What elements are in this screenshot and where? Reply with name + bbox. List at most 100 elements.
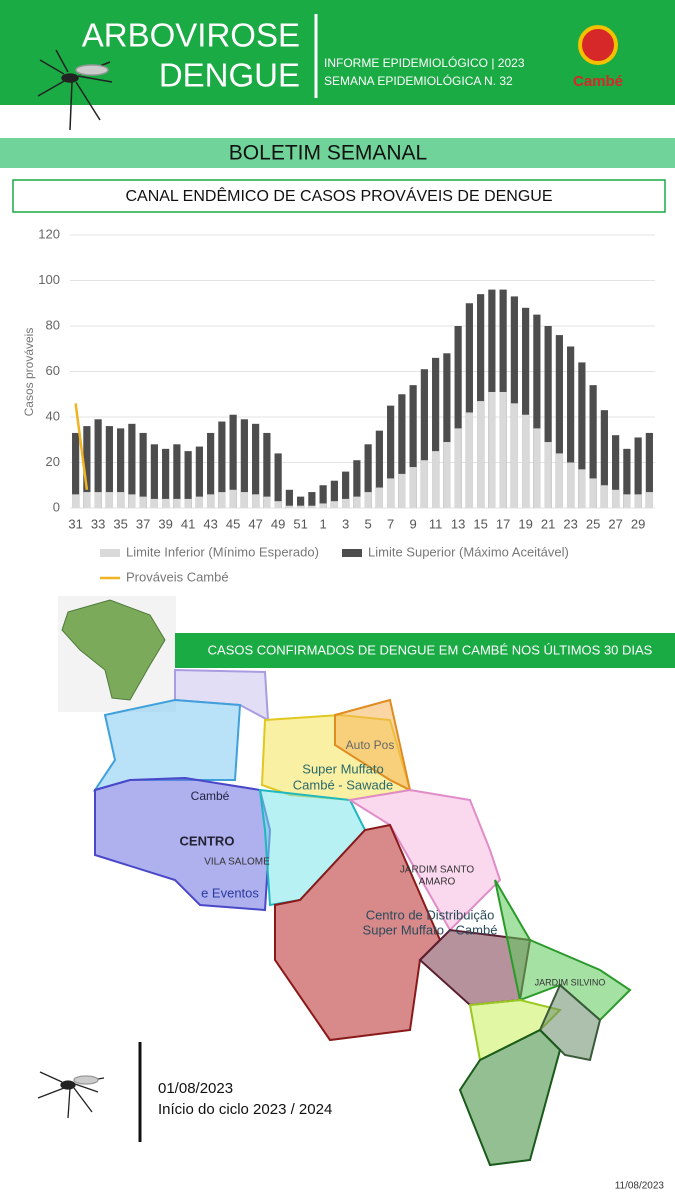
y-tick-label: 100	[38, 272, 60, 287]
x-tick-label: 17	[496, 516, 510, 531]
bar	[72, 432, 80, 508]
x-tick-label: 29	[631, 516, 645, 531]
line	[74, 403, 89, 490]
bar	[173, 498, 181, 508]
bar	[218, 492, 226, 508]
bar	[184, 451, 192, 508]
map-label: Cambé	[191, 789, 230, 803]
map-banner	[175, 633, 675, 668]
district	[458, 1028, 562, 1167]
bar	[263, 496, 271, 508]
bar	[387, 405, 395, 508]
district	[347, 788, 502, 932]
district	[334, 698, 412, 792]
bar	[162, 498, 170, 508]
map-label: e Eventos	[201, 885, 259, 900]
x-tick-label: 31	[68, 516, 82, 531]
x-tick-label: 7	[387, 516, 394, 531]
x-tick-label: 43	[203, 516, 217, 531]
info-line: INFORME EPIDEMIOLÓGICO | 2023	[324, 55, 525, 70]
district	[174, 668, 270, 722]
legend-label: Limite Inferior (Mínimo Esperado)	[126, 544, 319, 559]
footer-date: 01/08/2023	[158, 1080, 233, 1097]
bar	[274, 453, 282, 508]
bar	[454, 428, 462, 508]
bar	[645, 492, 653, 508]
x-tick-label: 33	[91, 516, 105, 531]
bar	[544, 326, 552, 508]
x-tick-label: 21	[541, 516, 555, 531]
bar	[94, 492, 102, 508]
bar	[420, 460, 428, 508]
legend-swatch	[100, 549, 120, 557]
bar	[83, 492, 91, 508]
x-tick-label: 5	[365, 516, 372, 531]
bar	[274, 501, 282, 508]
info-line: SEMANA EPIDEMIOLÓGICA N. 32	[324, 73, 513, 88]
bar	[353, 496, 361, 508]
bar	[319, 503, 327, 508]
bar	[184, 498, 192, 508]
bar	[72, 494, 80, 508]
x-tick-label: 15	[473, 516, 487, 531]
bar	[285, 489, 293, 508]
x-tick-label: 19	[518, 516, 532, 531]
bar	[117, 428, 125, 508]
map-label: Super Muffato - Cambé	[363, 922, 498, 937]
bar	[240, 492, 248, 508]
map-label: VILA SALOME	[204, 857, 270, 868]
x-tick-label: 11	[429, 516, 443, 531]
x-tick-label: 23	[563, 516, 577, 531]
y-tick-label: 80	[46, 317, 60, 332]
bar	[195, 496, 203, 508]
bar	[364, 444, 372, 508]
y-axis-label: Casos prováveis	[22, 328, 36, 417]
logo-text: Cambé	[573, 73, 623, 90]
bar	[567, 346, 575, 508]
banner	[0, 138, 675, 168]
bar	[465, 303, 473, 508]
y-tick-label: 40	[46, 408, 60, 423]
bar	[533, 428, 541, 508]
bar	[94, 419, 102, 508]
bar	[454, 326, 462, 508]
x-tick-label: 49	[271, 516, 285, 531]
bar	[105, 492, 113, 508]
y-tick-label: 20	[46, 454, 60, 469]
bar	[364, 492, 372, 508]
bar	[443, 353, 451, 508]
bar	[139, 496, 147, 508]
bar	[297, 496, 305, 508]
district	[538, 983, 602, 1062]
x-tick-label: 9	[410, 516, 417, 531]
bar	[420, 369, 428, 508]
district	[494, 879, 632, 1022]
legend-label: Limite Superior (Máximo Aceitável)	[368, 544, 569, 559]
mosquito-icon	[37, 1071, 105, 1119]
x-tick-label: 37	[136, 516, 150, 531]
bar	[477, 401, 485, 508]
footer-cycle: Início do ciclo 2023 / 2024	[158, 1101, 332, 1118]
bar	[342, 471, 350, 508]
map-labels: Cambé CENTRO VILA SALOME Super Muffato C…	[180, 738, 606, 987]
bar	[398, 473, 406, 508]
map-label: CENTRO	[180, 833, 235, 848]
bar	[285, 505, 293, 508]
bar	[522, 414, 530, 508]
bar	[150, 444, 158, 508]
bar	[578, 362, 586, 508]
x-tick-label: 3	[342, 516, 349, 531]
city-map	[92, 668, 632, 1167]
bar	[645, 432, 653, 508]
bar	[207, 494, 215, 508]
map-label: Centro de Distribuição	[366, 907, 495, 922]
bar	[623, 448, 631, 508]
bar	[387, 478, 395, 508]
bar	[398, 394, 406, 508]
x-tick-label: 35	[113, 516, 127, 531]
title-line: DENGUE	[159, 57, 300, 94]
y-tick-label: 0	[53, 499, 60, 514]
bar	[308, 492, 316, 508]
bar	[207, 432, 215, 508]
